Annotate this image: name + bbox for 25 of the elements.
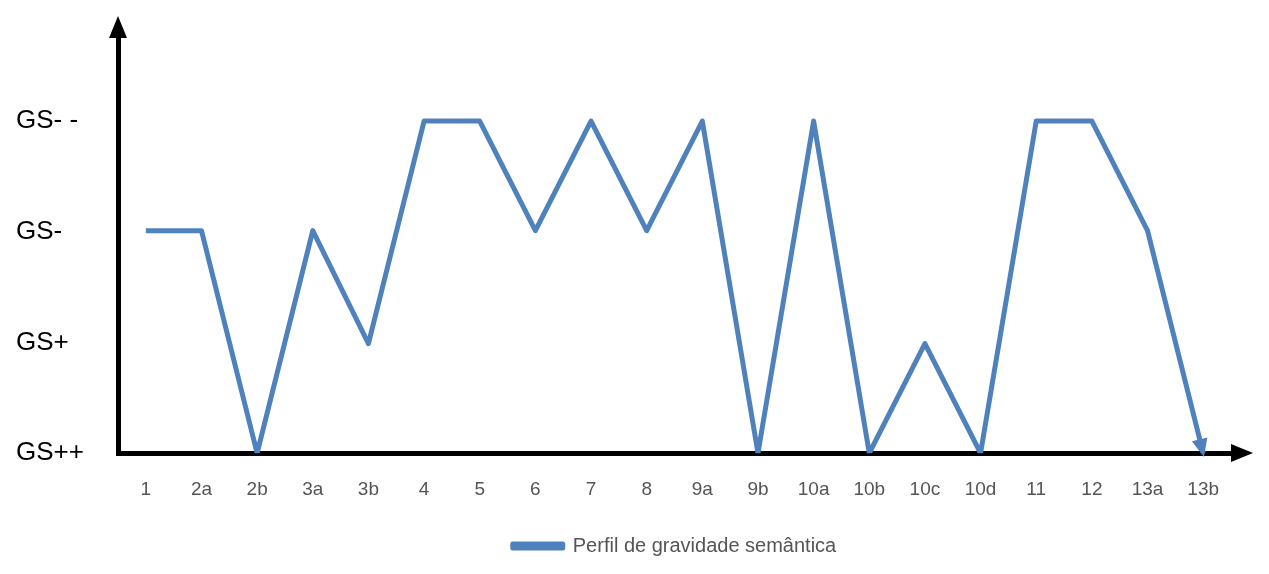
x-tick-label: 10a [797,477,830,499]
x-tick-label: 3a [302,477,324,499]
text: GS- - [16,104,79,135]
x-tick-label: 13b [1187,477,1220,499]
text: GS- [16,214,63,245]
x-tick-label: 2a [190,477,213,499]
x-tick-label: 9a [691,477,714,499]
x-tick-label: 5 [474,477,486,499]
text: GS+ [16,325,69,356]
x-tick-label: 7 [585,477,597,499]
x-tick-label: 10b [853,477,886,499]
legend-label: Perfil de gravidade semântica [572,533,838,556]
x-tick-label: 2b [246,477,268,499]
x-tick-label: 3b [357,477,379,499]
x-tick-label: 8 [641,477,652,499]
x-tick-label: 12 [1081,477,1103,499]
text: GS++ [16,436,84,467]
x-tick-label: 13a [1131,477,1164,499]
x-tick-label: 11 [1026,477,1047,499]
x-tick-label: 6 [530,477,541,499]
x-tick-label: 10d [964,477,997,499]
x-tick-label: 4 [418,477,430,499]
x-tick-label: 10c [909,477,941,499]
x-tick-label: 1 [140,477,152,499]
x-tick-label: 9b [747,477,769,499]
